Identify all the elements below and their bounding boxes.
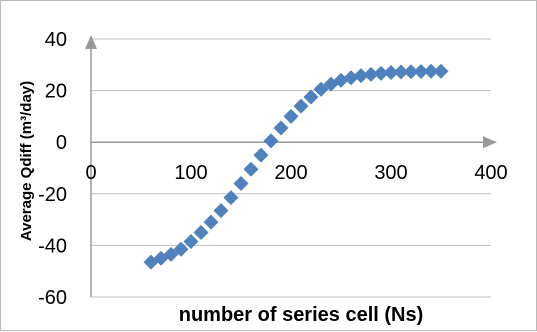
- y-tick-label: -60: [38, 287, 67, 309]
- data-point: [173, 241, 189, 257]
- y-axis-title: Average Qdiff (m³/day): [18, 81, 35, 241]
- data-point: [433, 63, 449, 79]
- y-axis-arrow: [85, 35, 97, 49]
- data-point: [293, 98, 309, 114]
- y-tick-label: 20: [45, 81, 67, 103]
- y-tick-label: 0: [56, 132, 67, 154]
- data-point: [373, 65, 389, 81]
- axes: [85, 35, 497, 297]
- data-point: [423, 63, 439, 79]
- data-point: [223, 190, 239, 206]
- data-point: [233, 175, 249, 191]
- y-tick-labels: 40 20 0 -20 -40 -60: [38, 29, 67, 309]
- data-point: [383, 65, 399, 81]
- x-tick-label: 200: [274, 162, 307, 184]
- y-tick-label: -20: [38, 184, 67, 206]
- data-point: [203, 214, 219, 230]
- data-point: [273, 120, 289, 136]
- data-point: [393, 64, 409, 80]
- data-point: [303, 89, 319, 105]
- x-tick-label: 400: [474, 162, 507, 184]
- data-point: [213, 203, 229, 219]
- x-tick-label: 0: [85, 162, 96, 184]
- data-point: [193, 225, 209, 240]
- data-point: [313, 81, 329, 97]
- data-point: [243, 161, 259, 177]
- data-point: [403, 64, 419, 80]
- data-point: [253, 147, 269, 163]
- data-point: [343, 70, 359, 86]
- gridlines: [91, 38, 491, 298]
- x-axis-arrow: [483, 136, 497, 149]
- y-tick-label: -40: [38, 235, 67, 257]
- data-point: [163, 246, 179, 262]
- data-point: [183, 234, 199, 250]
- data-point: [263, 133, 279, 149]
- data-point: [413, 64, 429, 80]
- x-tick-labels: 0 100 200 300 400: [85, 162, 507, 184]
- data-point: [363, 66, 379, 82]
- x-axis-title: number of series cell (Ns): [179, 304, 424, 326]
- data-point: [283, 108, 299, 124]
- data-point: [353, 68, 369, 84]
- y-tick-label: 40: [45, 29, 67, 51]
- x-tick-label: 300: [374, 162, 407, 184]
- data-points: [143, 63, 449, 270]
- x-tick-label: 100: [174, 162, 207, 184]
